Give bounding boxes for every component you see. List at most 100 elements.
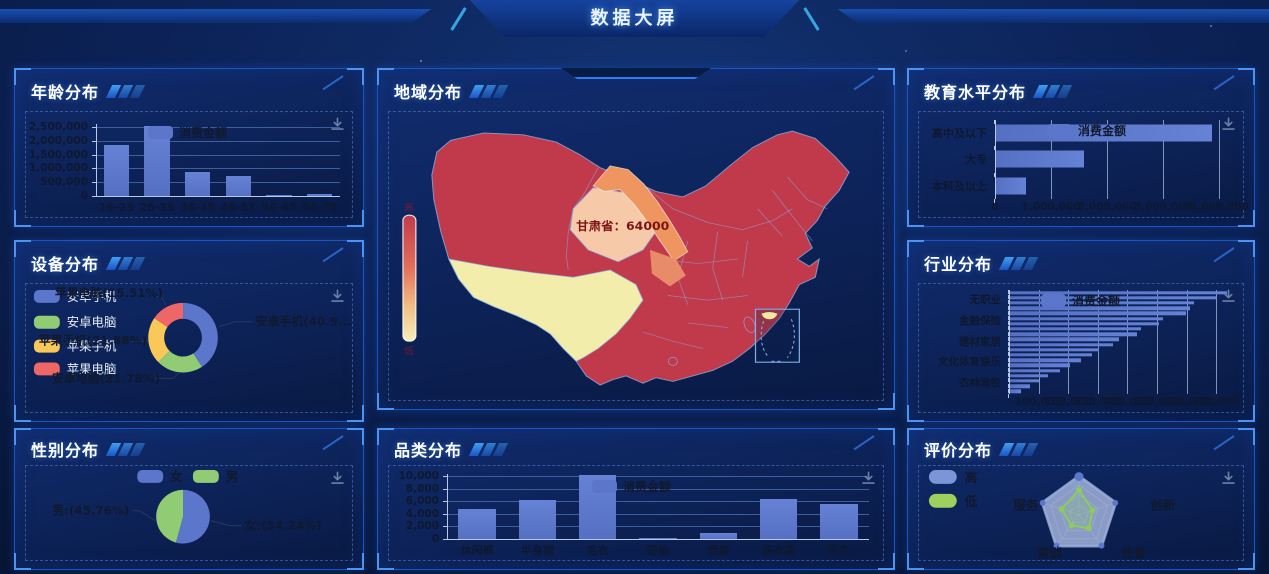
legend-item[interactable]: 消费金额 bbox=[1047, 122, 1126, 139]
axis-tick bbox=[1008, 295, 1009, 300]
download-icon[interactable] bbox=[329, 288, 346, 309]
gridline bbox=[1068, 290, 1070, 394]
x-axis-line bbox=[96, 196, 340, 197]
legend-item[interactable]: 消费金额 bbox=[1041, 292, 1120, 309]
province-patch[interactable] bbox=[649, 249, 686, 287]
axis-tick bbox=[92, 140, 96, 142]
download-icon[interactable] bbox=[1220, 288, 1237, 309]
header-wing-left bbox=[0, 9, 431, 23]
pie-slice-男 bbox=[156, 489, 184, 543]
axis-tick bbox=[443, 539, 447, 540]
bar-row bbox=[1009, 300, 1231, 305]
y-axis-line bbox=[447, 474, 448, 540]
legend-swatch-icon bbox=[1047, 124, 1072, 137]
radar-point bbox=[1039, 499, 1046, 506]
x-tick-label: 短袖 bbox=[646, 544, 669, 557]
download-icon[interactable] bbox=[860, 470, 877, 491]
bar-slot bbox=[177, 124, 218, 197]
gridline bbox=[1038, 290, 1040, 394]
bar-row bbox=[1009, 311, 1231, 316]
legend-item[interactable]: 苹果手机 bbox=[33, 339, 117, 354]
bar bbox=[1009, 348, 1100, 352]
bar bbox=[103, 144, 129, 197]
bar bbox=[1009, 337, 1120, 342]
bar-row bbox=[1009, 306, 1231, 311]
panel-region: 地域分布 bbox=[377, 68, 895, 410]
industry-category-labels: 无职业 金融保险 建材家居 文化体育娱乐 农林渔牧 bbox=[919, 290, 1009, 394]
bar bbox=[1009, 389, 1022, 394]
gridline bbox=[1097, 290, 1099, 394]
age-plot: 消费金额 bbox=[92, 124, 340, 197]
category-label: 本科及以上 bbox=[932, 179, 987, 193]
bar-slot bbox=[299, 124, 340, 197]
legend-item[interactable]: 消费金额 bbox=[592, 478, 671, 495]
legend-value-label: 消费金额 bbox=[1072, 294, 1121, 308]
panel-gender: 性别分布 女男女:(54.24%) 男:(45.76%) bbox=[14, 428, 364, 570]
title-slashes-icon bbox=[998, 256, 1039, 270]
axis-tick bbox=[1008, 326, 1009, 331]
gridline bbox=[447, 501, 869, 503]
legend-item[interactable]: 高 bbox=[928, 470, 977, 485]
taiwan[interactable] bbox=[742, 315, 757, 334]
callout-line bbox=[132, 510, 156, 522]
province-tibet[interactable] bbox=[448, 258, 644, 362]
panel-education-title: 教育水平分布 bbox=[924, 79, 1073, 103]
bar bbox=[1009, 384, 1031, 388]
y-tick-label: 2,000 bbox=[405, 520, 439, 533]
y-tick-label: 1,500,000 bbox=[28, 148, 88, 161]
axis-tick bbox=[443, 476, 447, 478]
radar-indicator-label: 服务 bbox=[1013, 498, 1038, 513]
bar bbox=[1009, 290, 1227, 295]
legend-item[interactable]: 消费金额 bbox=[148, 124, 227, 141]
download-icon[interactable] bbox=[1220, 470, 1237, 491]
legend-item[interactable]: 低 bbox=[928, 494, 978, 509]
bar bbox=[1009, 327, 1141, 331]
china-map[interactable]: 高 低 甘肃省：64000 bbox=[389, 122, 883, 396]
radar-point bbox=[1112, 499, 1119, 506]
legend-swatch-icon bbox=[33, 362, 60, 376]
x-tick-label: 500,000 bbox=[1133, 396, 1181, 408]
download-icon[interactable] bbox=[329, 470, 346, 491]
industry-chart: 无职业 金融保险 建材家居 文化体育娱乐 农林渔牧 消费金额 100,000 200,000 3… bbox=[918, 283, 1244, 413]
y-tick-label: 4,000 bbox=[405, 507, 439, 520]
bar-slot bbox=[259, 124, 300, 197]
legend-swatch-icon bbox=[592, 480, 617, 493]
legend-item[interactable]: 男 bbox=[192, 469, 238, 484]
panel-industry-title-text: 行业分布 bbox=[924, 255, 993, 274]
bar bbox=[225, 175, 251, 197]
bar bbox=[1009, 322, 1160, 326]
callout-line bbox=[218, 321, 253, 328]
hainan[interactable] bbox=[668, 356, 678, 366]
legend-item[interactable]: 安卓手机 bbox=[33, 289, 117, 304]
radar-point bbox=[1085, 525, 1092, 532]
x-tick-label: 0 bbox=[991, 201, 999, 213]
axis-tick bbox=[1008, 316, 1009, 320]
category-label: 金融保险 bbox=[959, 314, 1001, 327]
legend-item[interactable]: 苹果电脑 bbox=[33, 361, 116, 376]
x-tick-label: 2,000,000 bbox=[1077, 201, 1137, 213]
province-gansu[interactable] bbox=[592, 165, 689, 262]
radar-point bbox=[1098, 542, 1105, 549]
category-label: 建材家居 bbox=[959, 335, 1001, 348]
gender-plot: 女男女:(54.24%)男:(45.76%) bbox=[52, 469, 322, 544]
pie-callout-label: 女:(54.24%) bbox=[245, 519, 322, 533]
category-plot: 消费金额 bbox=[443, 474, 869, 540]
download-icon[interactable] bbox=[329, 116, 346, 137]
header-center-plate bbox=[470, 0, 800, 37]
education-plot: 消费金额 bbox=[994, 120, 1225, 203]
x-tick-label: 26-35 bbox=[139, 200, 175, 214]
download-icon[interactable] bbox=[1220, 116, 1237, 137]
age-bars bbox=[96, 124, 340, 197]
x-axis-line bbox=[447, 539, 869, 540]
panel-gender-title-text: 性别分布 bbox=[31, 441, 100, 460]
page-title: 数据大屏 bbox=[590, 8, 679, 29]
legend-item[interactable]: 女 bbox=[137, 469, 183, 484]
legend-item[interactable]: 安卓电脑 bbox=[33, 315, 116, 330]
axis-tick bbox=[443, 501, 447, 503]
legend-label: 苹果手机 bbox=[67, 339, 117, 354]
bar bbox=[518, 500, 557, 540]
bar-row bbox=[1009, 384, 1231, 389]
south-china-sea-inset bbox=[754, 308, 800, 363]
